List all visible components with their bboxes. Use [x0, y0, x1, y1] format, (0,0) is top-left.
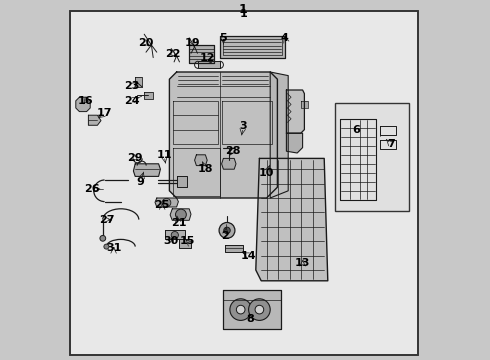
Circle shape — [230, 299, 251, 320]
Text: 27: 27 — [98, 215, 114, 225]
Text: 11: 11 — [156, 150, 172, 160]
Bar — [335, 103, 409, 211]
Text: 31: 31 — [106, 243, 122, 253]
Polygon shape — [76, 97, 90, 112]
Polygon shape — [155, 198, 178, 207]
Circle shape — [248, 299, 270, 320]
Circle shape — [175, 209, 186, 220]
Polygon shape — [198, 61, 220, 68]
Text: 25: 25 — [154, 200, 170, 210]
Text: 26: 26 — [84, 184, 100, 194]
Text: 29: 29 — [127, 153, 143, 163]
Text: 5: 5 — [220, 33, 227, 43]
Text: 30: 30 — [164, 236, 179, 246]
Polygon shape — [144, 92, 153, 99]
Circle shape — [100, 235, 106, 241]
Text: 8: 8 — [246, 314, 254, 324]
Text: 12: 12 — [199, 53, 215, 63]
Polygon shape — [88, 115, 101, 125]
Polygon shape — [256, 158, 328, 281]
Polygon shape — [170, 209, 191, 220]
Text: 17: 17 — [97, 108, 112, 118]
Polygon shape — [135, 77, 143, 87]
Polygon shape — [133, 164, 160, 176]
Polygon shape — [189, 45, 215, 63]
Text: 14: 14 — [241, 251, 256, 261]
Polygon shape — [380, 140, 396, 149]
Text: 2: 2 — [221, 231, 229, 241]
Text: 22: 22 — [165, 49, 181, 59]
Circle shape — [104, 244, 109, 249]
Text: 24: 24 — [124, 96, 140, 106]
Polygon shape — [170, 72, 277, 198]
Text: 13: 13 — [295, 258, 310, 268]
Polygon shape — [220, 36, 285, 58]
Polygon shape — [165, 230, 185, 239]
Text: 9: 9 — [137, 177, 145, 187]
Text: 10: 10 — [259, 168, 274, 178]
Text: 28: 28 — [224, 146, 240, 156]
Text: 19: 19 — [185, 38, 200, 48]
Text: 18: 18 — [197, 164, 213, 174]
Text: 1: 1 — [239, 3, 247, 15]
Polygon shape — [380, 126, 396, 135]
Polygon shape — [270, 72, 288, 198]
Polygon shape — [286, 90, 304, 133]
Polygon shape — [223, 290, 281, 329]
Polygon shape — [176, 176, 187, 187]
Text: 15: 15 — [180, 236, 195, 246]
Polygon shape — [225, 245, 243, 252]
Polygon shape — [341, 119, 376, 200]
Polygon shape — [195, 155, 207, 166]
Circle shape — [219, 222, 235, 238]
Text: 7: 7 — [387, 139, 394, 149]
Polygon shape — [179, 239, 191, 248]
Circle shape — [255, 305, 264, 314]
Text: 23: 23 — [124, 81, 139, 91]
Text: 4: 4 — [281, 33, 289, 43]
Circle shape — [236, 305, 245, 314]
Text: 3: 3 — [240, 121, 247, 131]
Text: 1: 1 — [239, 9, 247, 19]
Circle shape — [224, 227, 230, 234]
Polygon shape — [221, 158, 236, 169]
Polygon shape — [301, 101, 308, 108]
Text: 16: 16 — [78, 96, 94, 106]
Text: 6: 6 — [353, 125, 361, 135]
Text: 20: 20 — [138, 38, 154, 48]
Text: 21: 21 — [171, 218, 186, 228]
Circle shape — [162, 198, 171, 207]
Circle shape — [171, 231, 178, 239]
Polygon shape — [286, 133, 303, 153]
